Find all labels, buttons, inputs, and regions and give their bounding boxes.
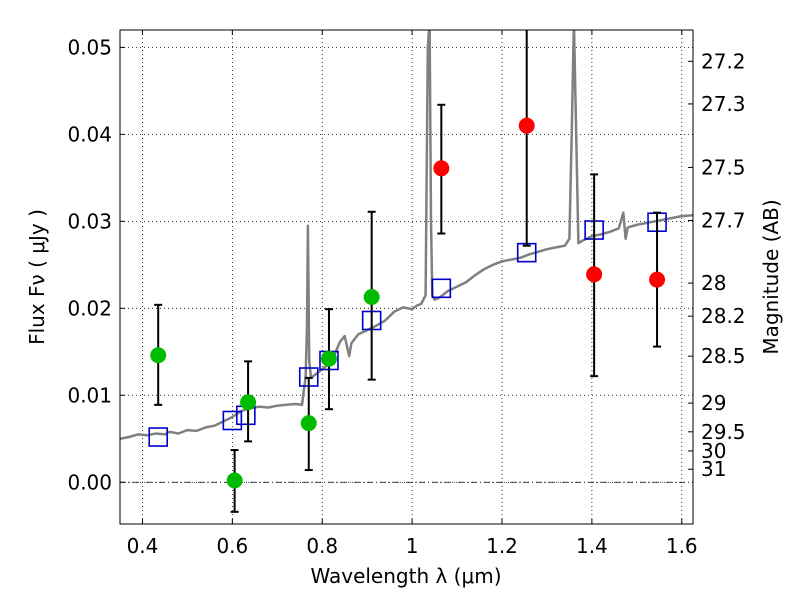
observed-point-red — [433, 160, 450, 177]
mag-tick-label: 27.5 — [701, 155, 746, 179]
model-photometry-square — [222, 410, 243, 431]
x-tick-label: 0.6 — [216, 534, 248, 558]
y-tick-label: 0.01 — [67, 383, 112, 407]
x-tick-label: 1.6 — [666, 534, 698, 558]
model-photometry-square — [431, 278, 452, 299]
mag-tick-label: 27.2 — [701, 49, 746, 73]
plot-frame — [119, 29, 694, 525]
model-photometry-square — [148, 427, 168, 447]
x-tick-label: 1 — [406, 534, 419, 558]
observed-point-green — [240, 394, 257, 411]
y-tick-label: 0.04 — [67, 122, 112, 146]
observed-point-red — [586, 266, 603, 283]
y-axis-right-title: Magnitude (AB) — [759, 199, 783, 354]
data-layer — [120, 30, 693, 513]
x-tick-label: 0.8 — [306, 534, 338, 558]
mag-tick-label: 29 — [701, 391, 726, 415]
x-tick-label: 1.4 — [576, 534, 608, 558]
mag-tick-label: 31 — [701, 457, 726, 481]
observed-point-green — [363, 289, 380, 306]
y-tick-label: 0.03 — [67, 209, 112, 233]
mag-tick-label: 28.2 — [701, 304, 746, 328]
observed-point-green — [226, 472, 243, 489]
mag-tick-label: 27.7 — [701, 208, 746, 232]
axis-layer: 0.4 0.6 0.8 1 1.2 1.4 1.6 0.00 0.01 0.02 0.03 0.04 0… — [67, 30, 746, 558]
mag-tick-label: 28 — [701, 271, 726, 295]
mag-tick-label: 30 — [701, 439, 726, 463]
mag-tick-label: 28.5 — [701, 344, 746, 368]
y-axis-title: Flux Fν ( μJy ) — [25, 209, 49, 345]
y-tick-label: 0.05 — [67, 35, 112, 59]
y-tick-label: 0.02 — [67, 296, 112, 320]
observed-point-red — [518, 117, 535, 134]
observed-point-green — [320, 350, 337, 367]
x-axis-title: Wavelength λ (μm) — [310, 564, 501, 588]
y-tick-label: 0.00 — [67, 470, 112, 494]
observed-point-green — [300, 415, 317, 432]
x-tick-label: 0.4 — [127, 534, 159, 558]
observed-point-green — [150, 347, 167, 364]
x-tick-label: 1.2 — [486, 534, 518, 558]
grid-layer — [120, 30, 693, 524]
mag-tick-label: 29.5 — [701, 420, 746, 444]
observed-point-red — [649, 271, 666, 288]
mag-tick-label: 27.3 — [701, 92, 746, 116]
model-spectrum-line — [120, 30, 693, 441]
